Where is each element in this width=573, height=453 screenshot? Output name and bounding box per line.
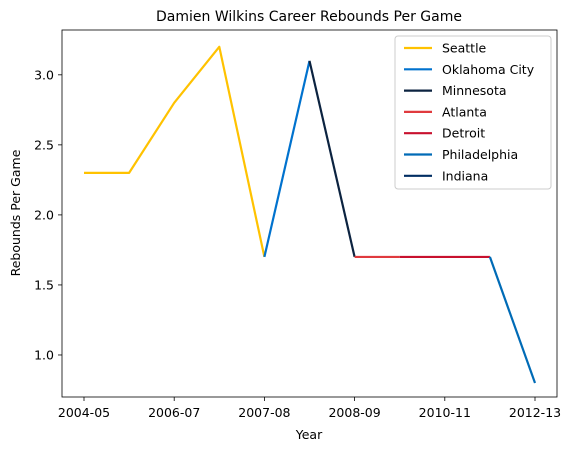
legend-label: Oklahoma City	[442, 62, 535, 77]
plot-frame	[61, 29, 558, 398]
x-tick-label: 2008-09	[328, 405, 380, 420]
legend-label: Philadelphia	[442, 147, 518, 162]
x-tick-label: 2007-08	[238, 405, 290, 420]
y-tick-label: 2.5	[34, 137, 54, 152]
legend-label: Seattle	[442, 41, 487, 56]
legend-label: Detroit	[442, 126, 485, 141]
x-axis-label: Year	[295, 427, 323, 442]
y-tick-label: 3.0	[34, 67, 54, 82]
series-line-minnesota	[308, 60, 356, 258]
legend-label: Indiana	[442, 168, 488, 183]
y-axis: 1.0 1.5 2.0 2.5 3.0	[34, 67, 62, 362]
series-layer	[84, 45, 537, 384]
legend: Seattle Oklahoma City Minnesota Atlanta Detr…	[394, 35, 552, 190]
x-tick-label: 2012-13	[509, 405, 561, 420]
y-tick-label: 1.5	[34, 277, 54, 292]
legend-frame	[394, 35, 552, 190]
x-tick-label: 2010-11	[419, 405, 471, 420]
legend-label: Minnesota	[442, 83, 507, 98]
y-tick-label: 2.0	[34, 207, 54, 222]
chart-title: Damien Wilkins Career Rebounds Per Game	[156, 9, 462, 25]
series-line-oklahoma-city	[263, 60, 311, 258]
series-line-philadelphia	[488, 256, 537, 384]
legend-label: Atlanta	[442, 104, 487, 119]
x-tick-label: 2006-07	[148, 405, 200, 420]
series-line-seattle	[84, 45, 266, 258]
y-axis-label: Rebounds Per Game	[8, 149, 23, 276]
x-tick-label: 2004-05	[58, 405, 110, 420]
x-axis: 2004-05 2006-07 2007-08 2008-09 2010-11 2012-…	[58, 397, 561, 420]
y-tick-label: 1.0	[34, 347, 54, 362]
